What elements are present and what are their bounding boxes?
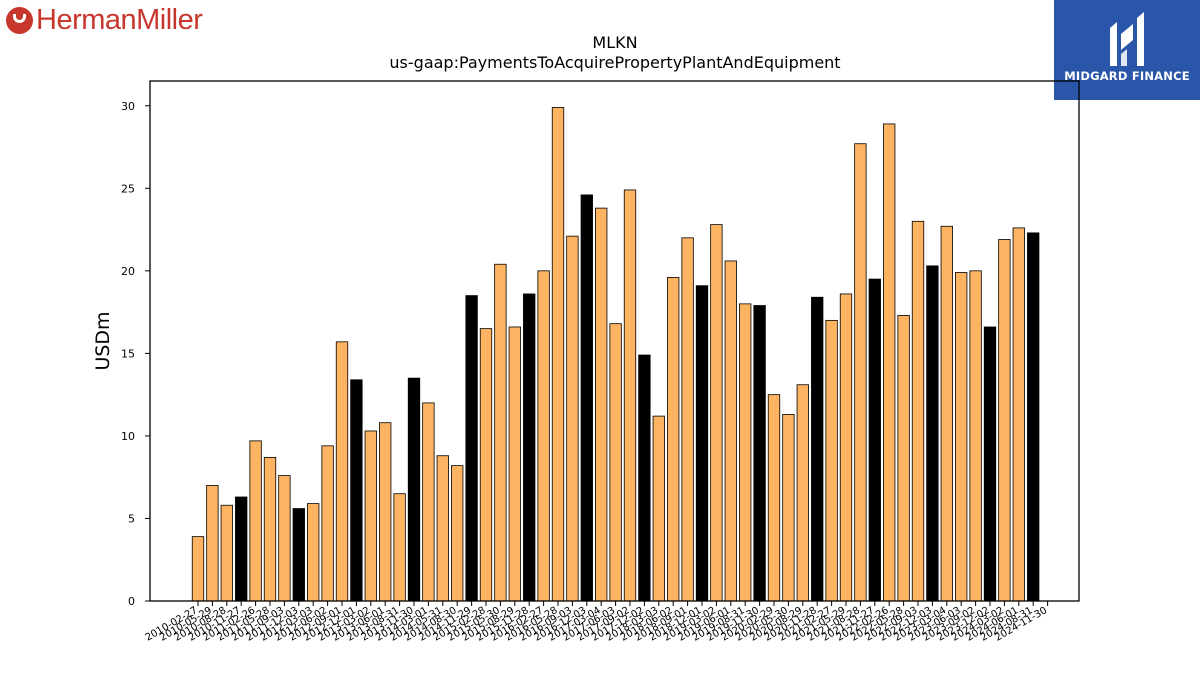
bars-group: [191, 107, 1040, 602]
bar-2015-02-28: [479, 328, 493, 602]
bar-2021-02-27: [825, 319, 838, 602]
bar-2019-11-30: [753, 305, 766, 602]
bar-2010-05-29: [206, 485, 219, 602]
bar-2015-08-29: [508, 326, 521, 602]
bar-2011-05-28: [263, 456, 277, 602]
bar-2013-11-30: [407, 377, 421, 602]
bar-2022-02-26: [883, 123, 896, 602]
bar-2012-12-01: [350, 379, 363, 602]
bar-2020-11-28: [811, 296, 824, 602]
herman-miller-logo-text: HermanMiller: [36, 3, 203, 36]
y-axis-label: USDm: [92, 311, 114, 370]
bar-2021-11-27: [868, 278, 881, 602]
bar-2015-11-28: [523, 293, 536, 602]
y-tick-label: 30: [121, 100, 135, 113]
bar-2022-12-03: [926, 265, 939, 602]
bar-2011-09-03: [278, 475, 291, 602]
bar-2024-06-01: [1012, 227, 1025, 602]
chart-title: MLKN: [592, 33, 637, 52]
bar-2013-03-02: [364, 430, 377, 602]
bar-2019-03-02: [710, 224, 723, 602]
bar-2011-02-26: [249, 440, 262, 602]
bar-2013-06-01: [379, 422, 392, 602]
y-axis-ticks: 0 5 10 15 20 25 30: [121, 100, 150, 608]
x-axis-ticks: 2010-02-272010-05-292010-08-282010-11-27…: [144, 601, 1049, 644]
bar-2011-12-03: [292, 508, 305, 602]
bar-2018-12-01: [695, 285, 709, 602]
bar-2013-08-31: [393, 493, 406, 602]
bar-2018-06-02: [667, 277, 680, 602]
bar-2016-09-03: [566, 235, 579, 602]
y-tick-label: 25: [121, 182, 135, 195]
y-tick-label: 10: [121, 430, 135, 443]
bar-2019-06-01: [724, 260, 737, 602]
herman-miller-logo-mark-icon: [6, 6, 33, 34]
bar-2017-06-03: [609, 323, 622, 602]
bar-2021-08-28: [854, 143, 867, 602]
herman-miller-logo: HermanMiller: [6, 3, 203, 36]
bar-2015-05-30: [494, 263, 507, 602]
bar-2012-06-02: [321, 445, 334, 602]
bar-2014-11-29: [465, 295, 478, 602]
bar-2020-02-29: [767, 394, 781, 602]
bar-2012-03-03: [307, 503, 320, 602]
y-tick-label: 15: [121, 347, 135, 360]
bar-2016-12-03: [580, 194, 593, 602]
midgard-finance-emblem-icon: [1110, 12, 1144, 66]
y-tick-label: 0: [128, 595, 135, 608]
bar-2021-05-29: [839, 293, 853, 602]
midgard-finance-logo-text: MIDGARD FINANCE: [1064, 69, 1190, 83]
bar-2023-12-02: [983, 326, 997, 602]
y-tick-label: 20: [121, 265, 135, 278]
bar-2017-03-04: [595, 207, 608, 602]
bar-2024-08-31: [1027, 232, 1040, 602]
bar-2020-08-29: [796, 384, 809, 602]
bar-2024-03-02: [998, 239, 1011, 602]
bar-2017-09-02: [623, 189, 637, 602]
bar-2018-03-03: [652, 415, 665, 602]
chart-subtitle: us-gaap:PaymentsToAcquirePropertyPlantAn…: [389, 53, 840, 72]
bar-2012-09-01: [335, 341, 349, 602]
bar-2014-05-31: [436, 455, 449, 602]
bar-2020-05-30: [782, 414, 795, 602]
y-tick-label: 5: [128, 512, 135, 525]
midgard-finance-logo: MIDGARD FINANCE: [1054, 0, 1200, 100]
bar-2010-08-28: [220, 504, 233, 602]
bar-2023-03-04: [940, 225, 953, 602]
bar-2010-11-27: [235, 496, 248, 602]
bar-2014-08-30: [451, 465, 464, 602]
bar-2018-09-01: [681, 237, 694, 602]
bar-2014-03-01: [422, 402, 435, 602]
bar-2016-02-27: [537, 270, 550, 602]
bar-2023-06-03: [955, 272, 968, 602]
plot-frame: [149, 80, 1080, 602]
bar-2019-08-31: [739, 303, 752, 602]
bar-2022-05-28: [897, 315, 910, 602]
bar-2022-09-03: [911, 220, 925, 602]
bar-2017-12-02: [638, 354, 651, 602]
bar-2010-02-27: [191, 536, 205, 602]
bar-2016-05-28: [551, 107, 565, 602]
bar-2023-09-02: [969, 270, 982, 602]
